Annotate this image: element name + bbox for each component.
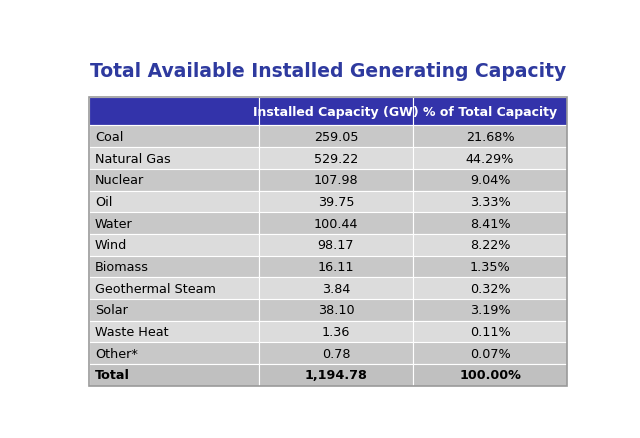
FancyBboxPatch shape [259,234,413,256]
FancyBboxPatch shape [413,299,567,321]
Text: Water: Water [95,217,132,230]
FancyBboxPatch shape [413,364,567,386]
FancyBboxPatch shape [413,98,567,126]
Text: 8.22%: 8.22% [470,239,510,252]
FancyBboxPatch shape [413,213,567,234]
FancyBboxPatch shape [89,256,259,278]
Text: 3.84: 3.84 [322,282,350,295]
FancyBboxPatch shape [89,343,259,364]
FancyBboxPatch shape [259,170,413,191]
FancyBboxPatch shape [259,278,413,299]
FancyBboxPatch shape [259,148,413,170]
FancyBboxPatch shape [259,98,413,126]
FancyBboxPatch shape [259,256,413,278]
FancyBboxPatch shape [413,148,567,170]
Text: Biomass: Biomass [95,260,149,273]
Text: 8.41%: 8.41% [470,217,511,230]
FancyBboxPatch shape [89,98,259,126]
FancyBboxPatch shape [89,213,259,234]
FancyBboxPatch shape [89,148,259,170]
Text: Installed Capacity (GW): Installed Capacity (GW) [253,106,419,119]
FancyBboxPatch shape [89,299,259,321]
Text: 1.35%: 1.35% [470,260,511,273]
Text: 107.98: 107.98 [314,174,358,187]
FancyBboxPatch shape [259,343,413,364]
Text: Nuclear: Nuclear [95,174,144,187]
Text: 259.05: 259.05 [314,131,358,144]
Text: 100.00%: 100.00% [459,368,521,381]
Text: 0.11%: 0.11% [470,325,511,338]
FancyBboxPatch shape [413,126,567,148]
Text: Wind: Wind [95,239,127,252]
Text: Oil: Oil [95,195,112,208]
Text: Coal: Coal [95,131,124,144]
Text: 38.10: 38.10 [317,304,354,317]
Text: 98.17: 98.17 [317,239,354,252]
Text: Total Available Installed Generating Capacity: Total Available Installed Generating Cap… [90,62,566,81]
Text: 39.75: 39.75 [317,195,354,208]
FancyBboxPatch shape [89,191,259,213]
Text: Geothermal Steam: Geothermal Steam [95,282,216,295]
FancyBboxPatch shape [413,234,567,256]
Text: 0.32%: 0.32% [470,282,511,295]
Text: 9.04%: 9.04% [470,174,510,187]
Text: 16.11: 16.11 [317,260,354,273]
Text: 44.29%: 44.29% [466,152,515,165]
Text: % of Total Capacity: % of Total Capacity [423,106,557,119]
FancyBboxPatch shape [89,234,259,256]
FancyBboxPatch shape [259,321,413,343]
FancyBboxPatch shape [89,364,259,386]
FancyBboxPatch shape [413,256,567,278]
FancyBboxPatch shape [413,170,567,191]
Text: 21.68%: 21.68% [466,131,515,144]
FancyBboxPatch shape [259,191,413,213]
FancyBboxPatch shape [413,278,567,299]
FancyBboxPatch shape [259,364,413,386]
Text: Waste Heat: Waste Heat [95,325,168,338]
Text: Solar: Solar [95,304,128,317]
Text: Natural Gas: Natural Gas [95,152,171,165]
FancyBboxPatch shape [413,343,567,364]
FancyBboxPatch shape [259,299,413,321]
Text: 3.19%: 3.19% [470,304,511,317]
FancyBboxPatch shape [89,278,259,299]
Text: 0.78: 0.78 [322,347,350,360]
Text: 529.22: 529.22 [314,152,358,165]
Text: 1,194.78: 1,194.78 [305,368,367,381]
FancyBboxPatch shape [259,126,413,148]
FancyBboxPatch shape [259,213,413,234]
FancyBboxPatch shape [89,321,259,343]
Text: 1.36: 1.36 [322,325,350,338]
Text: Other*: Other* [95,347,138,360]
Text: 0.07%: 0.07% [470,347,511,360]
FancyBboxPatch shape [89,126,259,148]
Text: 3.33%: 3.33% [470,195,511,208]
Text: 100.44: 100.44 [314,217,358,230]
FancyBboxPatch shape [413,191,567,213]
FancyBboxPatch shape [89,170,259,191]
Text: Total: Total [95,368,130,381]
FancyBboxPatch shape [413,321,567,343]
